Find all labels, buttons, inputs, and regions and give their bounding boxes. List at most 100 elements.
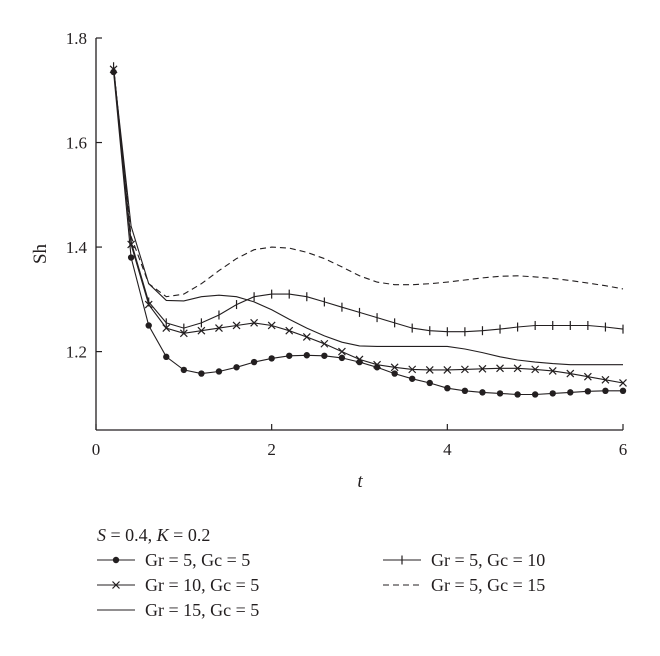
- legend-item: Gr = 15, Gc = 5: [97, 600, 259, 620]
- legend-parameters: S = 0.4, K = 0.2: [97, 525, 210, 545]
- param-s-value: 0.4: [125, 525, 148, 545]
- data-point: [513, 364, 522, 373]
- data-point: [355, 355, 364, 364]
- data-point: [583, 372, 592, 381]
- legend-item: Gr = 5, Gc = 10: [383, 550, 545, 570]
- data-point: [601, 375, 610, 384]
- data-point: [531, 391, 539, 398]
- data-point: [233, 364, 240, 371]
- cross-stroke: [162, 324, 171, 333]
- cross-stroke: [601, 375, 610, 384]
- cross-stroke: [566, 369, 575, 378]
- data-point: [461, 387, 469, 394]
- cross-stroke: [390, 363, 399, 372]
- x-tick-label: 4: [443, 440, 452, 459]
- cross-stroke: [302, 333, 311, 341]
- cross-stroke: [250, 318, 259, 327]
- data-point: [496, 390, 504, 397]
- data-point: [163, 353, 170, 361]
- cross-stroke: [179, 329, 188, 338]
- param-k-value: 0.2: [188, 525, 211, 545]
- series-4: [112, 62, 624, 337]
- x-tick-label: 0: [92, 440, 101, 459]
- cross-stroke: [112, 581, 120, 589]
- x-tick-label: 6: [619, 440, 628, 459]
- data-point: [566, 369, 575, 378]
- x-axis-label: t: [357, 471, 363, 492]
- chart-axes: 0 2 4 6 1.2 1.4 1.6 1.8: [66, 29, 628, 459]
- cross-stroke: [215, 324, 223, 333]
- legend-item: Gr = 5, Gc = 5: [97, 550, 250, 570]
- cross-stroke: [496, 364, 504, 373]
- legend-label: Gr = 5, Gc = 15: [431, 575, 545, 595]
- y-tick-label: 1.2: [66, 343, 87, 362]
- data-point: [425, 365, 434, 374]
- cross-stroke: [548, 367, 557, 375]
- cross-stroke: [285, 326, 294, 335]
- data-point: [320, 339, 329, 348]
- series-line: [113, 69, 624, 384]
- data-point: [548, 367, 557, 375]
- data-point: [321, 352, 328, 359]
- cross-stroke: [355, 355, 364, 364]
- series-5: [113, 66, 624, 298]
- cross-stroke: [460, 365, 469, 374]
- series-1: [110, 68, 627, 398]
- data-point: [478, 364, 487, 373]
- data-point: [302, 333, 311, 341]
- cross-stroke: [619, 379, 627, 387]
- cross-stroke: [267, 321, 276, 330]
- data-point: [584, 388, 592, 395]
- series-line: [113, 66, 624, 298]
- legend-label: Gr = 5, Gc = 5: [145, 550, 250, 570]
- data-point: [267, 321, 276, 330]
- data-point: [619, 387, 627, 394]
- series-2: [109, 65, 627, 387]
- cross-stroke: [443, 365, 452, 374]
- data-point: [250, 318, 259, 327]
- data-point: [268, 355, 275, 362]
- legend-label: Gr = 5, Gc = 10: [431, 550, 545, 570]
- cross-stroke: [425, 365, 434, 374]
- legend-label: Gr = 10, Gc = 5: [145, 575, 259, 595]
- legend-label: Gr = 15, Gc = 5: [145, 600, 259, 620]
- x-tick-label: 2: [267, 440, 276, 459]
- data-point: [215, 324, 223, 333]
- cross-stroke: [373, 360, 381, 369]
- data-point: [179, 329, 188, 338]
- legend-marker: [112, 581, 120, 589]
- data-point: [443, 365, 452, 374]
- data-point: [479, 389, 486, 396]
- series-line: [113, 69, 623, 366]
- data-point: [444, 384, 451, 392]
- cross-stroke: [478, 364, 487, 373]
- data-point: [162, 324, 171, 333]
- data-point: [215, 368, 223, 375]
- data-point: [567, 389, 574, 396]
- data-point: [197, 326, 206, 335]
- cross-stroke: [232, 321, 241, 330]
- data-point: [303, 352, 310, 359]
- legend-item: Gr = 5, Gc = 15: [383, 575, 545, 595]
- y-tick-label: 1.6: [66, 134, 87, 153]
- y-tick-label: 1.8: [66, 29, 87, 48]
- data-point: [127, 254, 135, 261]
- data-point: [145, 322, 152, 329]
- data-point: [390, 363, 399, 372]
- data-point: [391, 370, 398, 377]
- data-point: [460, 365, 469, 374]
- legend-item: Gr = 10, Gc = 5: [97, 575, 259, 595]
- cross-stroke: [408, 365, 417, 374]
- data-point: [250, 358, 258, 366]
- cross-stroke: [513, 364, 522, 373]
- data-point: [549, 390, 556, 397]
- cross-stroke: [320, 339, 329, 348]
- cross-stroke: [531, 365, 540, 374]
- data-point: [514, 391, 521, 398]
- y-tick-label: 1.4: [66, 238, 88, 257]
- data-point: [338, 347, 346, 356]
- legend: S = 0.4, K = 0.2 Gr = 5, Gc = 5 Gr = 10, …: [97, 525, 545, 620]
- legend-marker: [112, 556, 120, 564]
- cross-stroke: [338, 347, 346, 356]
